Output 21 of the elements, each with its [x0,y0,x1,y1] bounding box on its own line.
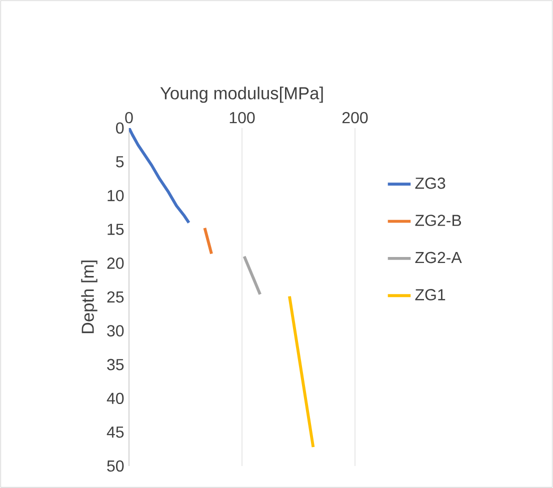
y-tick-label: 15 [108,224,124,235]
x-axis-title: Young modulus[MPa] [160,86,323,103]
y-tick-label: 30 [107,325,124,336]
y-tick-label: 25 [107,291,124,303]
x-tick-label: 100 [230,112,255,124]
x-tick-label: 0 [125,112,133,124]
y-tick-label: 5 [116,156,124,168]
x-tick-label: 200 [342,112,368,124]
y-tick-label: 35 [107,358,124,370]
y-tick-label: 40 [106,392,124,404]
legend-label: ZG1 [415,289,446,300]
legend-label: ZG2-B [415,214,462,226]
legend-label: ZG2-A [415,252,462,264]
y-tick-label: 0 [116,122,124,134]
y-axis-title: Depth [m] [81,260,98,334]
line-series [129,128,190,224]
y-tick-label: 20 [107,258,124,269]
y-tick-label: 10 [108,190,124,202]
y-tick-label: 45 [106,426,124,438]
legend-label: ZG3 [415,178,446,189]
y-tick-label: 50 [107,460,124,472]
